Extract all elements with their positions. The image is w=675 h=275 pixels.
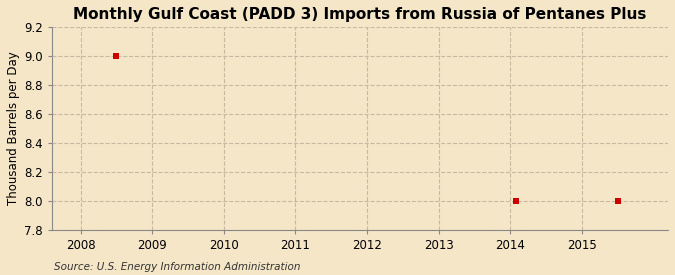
Point xyxy=(511,199,522,203)
Point xyxy=(612,199,623,203)
Point xyxy=(111,54,122,58)
Y-axis label: Thousand Barrels per Day: Thousand Barrels per Day xyxy=(7,51,20,205)
Title: Monthly Gulf Coast (PADD 3) Imports from Russia of Pentanes Plus: Monthly Gulf Coast (PADD 3) Imports from… xyxy=(74,7,647,22)
Text: Source: U.S. Energy Information Administration: Source: U.S. Energy Information Administ… xyxy=(54,262,300,272)
